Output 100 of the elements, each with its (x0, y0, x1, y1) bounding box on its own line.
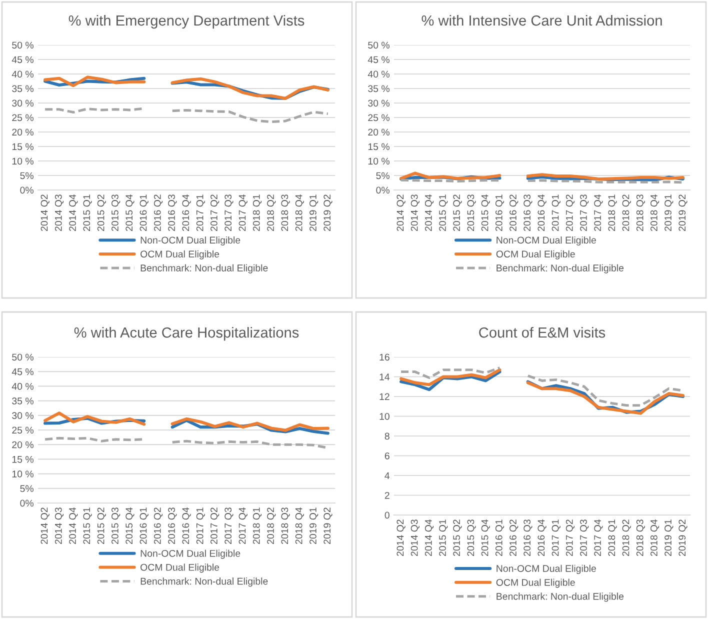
y-tick-label: 10 % (368, 158, 390, 165)
legend-label: Benchmark: Non-dual Eligible (140, 264, 268, 274)
y-tick-label: 40 % (12, 382, 34, 390)
y-tick-label: 0% (20, 500, 34, 507)
x-tick-label: 2014 Q3 (54, 194, 64, 231)
y-tick-label: 16 (380, 354, 390, 361)
x-tick-label: 2019 Q1 (310, 508, 318, 544)
x-tick-label: 2016 Q3 (168, 194, 177, 231)
x-tick-label: 2016 Q4 (538, 194, 546, 231)
x-tick-label: 2018 Q2 (622, 520, 631, 556)
x-tick-label: 2017 Q2 (210, 508, 220, 544)
x-tick-label: 2014 Q4 (69, 507, 78, 544)
y-tick-label: 15 % (12, 456, 34, 463)
y-tick-label: 45 % (12, 56, 34, 64)
y-tick-label: 10 % (12, 470, 34, 478)
x-tick-label: 2017 Q2 (566, 520, 575, 556)
x-tick-label: 2014 Q3 (54, 508, 64, 544)
y-tick-label: 25 % (12, 114, 34, 122)
x-tick-label: 2017 Q3 (580, 194, 589, 231)
x-tick-label: 2017 Q1 (552, 194, 560, 231)
x-tick-label: 2018 Q3 (281, 194, 290, 231)
x-tick-label: 2015 Q2 (453, 194, 462, 231)
x-tick-label: 2018 Q3 (281, 508, 290, 544)
y-tick-label: 0 (384, 512, 390, 519)
x-tick-label: 2018 Q4 (650, 194, 660, 231)
x-tick-label: 2014 Q2 (396, 194, 406, 231)
x-tick-label: 2018 Q1 (252, 508, 262, 544)
y-tick-label: 50 % (12, 354, 34, 361)
x-tick-label: 2017 Q1 (552, 520, 560, 556)
y-tick-label: 25 % (12, 426, 34, 434)
y-tick-label: 45 % (12, 368, 34, 376)
x-tick-label: 2015 Q1 (439, 194, 448, 231)
chart-title: % with Emergency Department Vists (68, 14, 304, 29)
x-tick-label: 2017 Q4 (238, 194, 248, 231)
x-tick-label: 2017 Q3 (224, 508, 234, 544)
x-tick-label: 2018 Q4 (295, 194, 304, 231)
x-tick-label: 2018 Q2 (267, 194, 276, 231)
x-tick-label: 2017 Q4 (594, 194, 603, 231)
y-tick-label: 5% (20, 485, 34, 492)
x-tick-label: 2016 Q2 (154, 194, 163, 231)
x-tick-label: 2016 Q1 (140, 194, 148, 231)
y-tick-label: 4 (384, 472, 390, 480)
x-tick-label: 2015 Q1 (439, 520, 448, 556)
x-tick-label: 2016 Q2 (154, 508, 163, 544)
x-tick-label: 2018 Q3 (636, 520, 646, 556)
y-tick-label: 35 % (12, 398, 34, 404)
y-tick-label: 12 (380, 393, 390, 400)
x-tick-label: 2014 Q3 (410, 194, 420, 231)
x-tick-label: 2019 Q2 (678, 194, 688, 231)
y-tick-label: 30 % (368, 100, 390, 107)
legend-label: Non-OCM Dual Eligible (496, 564, 596, 574)
x-tick-label: 2018 Q3 (636, 194, 646, 231)
y-tick-label: 10 (380, 412, 390, 420)
y-tick-label: 8 (384, 432, 390, 440)
x-tick-label: 2016 Q3 (168, 508, 177, 544)
y-tick-label: 5% (20, 172, 34, 180)
y-tick-label: 25 % (368, 114, 390, 122)
x-tick-label: 2015 Q4 (481, 519, 490, 556)
x-tick-label: 2017 Q1 (196, 508, 205, 544)
x-tick-label: 2015 Q2 (97, 194, 106, 231)
x-tick-label: 2018 Q4 (295, 507, 304, 544)
x-tick-label: 2014 Q4 (424, 519, 434, 556)
legend-label: Benchmark: Non-dual Eligible (496, 592, 624, 602)
x-tick-label: 2019 Q2 (678, 520, 688, 556)
x-tick-label: 2016 Q2 (510, 520, 518, 556)
x-tick-label: 2019 Q1 (664, 520, 674, 556)
y-tick-label: 35 % (368, 85, 390, 92)
chart-title: Count of E&M visits (479, 326, 606, 338)
x-tick-label: 2017 Q3 (224, 194, 234, 231)
x-tick-label: 2016 Q3 (524, 520, 532, 556)
y-tick-label: 40 % (368, 70, 390, 78)
x-tick-label: 2016 Q1 (140, 508, 148, 544)
x-tick-label: 2015 Q3 (467, 520, 476, 556)
y-tick-label: 35 % (12, 85, 34, 92)
x-tick-label: 2019 Q1 (310, 194, 318, 231)
y-tick-label: 20 % (12, 441, 34, 448)
x-tick-label: 2015 Q3 (112, 508, 120, 544)
legend-label: Non-OCM Dual Eligible (140, 550, 240, 559)
chart-title: % with Intensive Care Unit Admission (422, 14, 662, 26)
x-tick-label: 2019 Q1 (664, 194, 674, 231)
legend-label: Benchmark: Non-dual Eligible (496, 264, 624, 274)
y-tick-label: 2 (384, 492, 390, 499)
y-tick-label: 5% (376, 172, 390, 180)
x-tick-label: 2016 Q4 (182, 507, 191, 544)
y-tick-label: 50 % (12, 42, 34, 49)
legend-label: Non-OCM Dual Eligible (140, 236, 240, 246)
x-tick-label: 2016 Q4 (182, 194, 191, 231)
x-tick-label: 2018 Q1 (252, 194, 262, 231)
x-tick-label: 2017 Q1 (196, 194, 205, 231)
y-tick-label: 20 % (12, 128, 34, 136)
x-tick-label: 2016 Q2 (510, 194, 518, 231)
x-tick-label: 2019 Q2 (324, 508, 332, 544)
x-tick-label: 2015 Q4 (126, 194, 134, 231)
x-tick-label: 2017 Q4 (594, 519, 603, 556)
x-tick-label: 2016 Q4 (538, 519, 546, 556)
x-tick-label: 2015 Q4 (126, 507, 134, 544)
y-tick-label: 10 % (12, 158, 34, 165)
x-tick-label: 2017 Q2 (566, 194, 575, 231)
x-tick-label: 2015 Q2 (97, 508, 106, 544)
x-tick-label: 2019 Q2 (324, 194, 332, 231)
